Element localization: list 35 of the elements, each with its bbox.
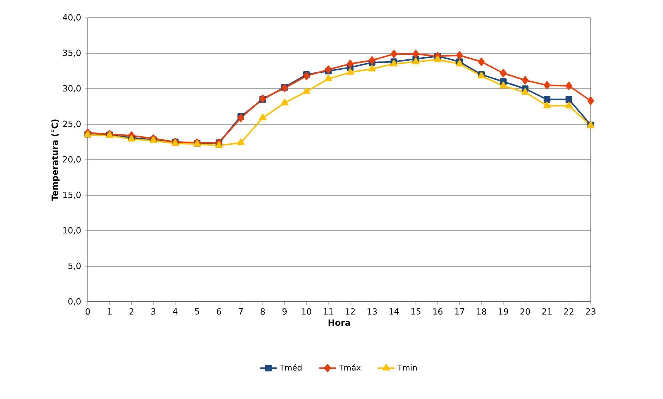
x-tick-label: 10 [302, 308, 312, 315]
y-axis-title: Temperatura (°C) [52, 120, 60, 201]
y-tick-label: 5,0 [68, 262, 81, 270]
x-tick-label: 13 [368, 308, 378, 315]
x-tick-label: 15 [412, 308, 421, 315]
x-tick-label: 6 [217, 308, 222, 315]
x-tick-label: 5 [195, 308, 200, 315]
x-tick-label: 8 [260, 308, 266, 315]
x-tick-label: 12 [346, 308, 355, 315]
x-tick-label: 16 [433, 308, 443, 315]
x-tick-label: 2 [130, 308, 134, 315]
x-tick-label: 22 [564, 308, 574, 315]
y-tick-label: 0,0 [68, 298, 81, 306]
x-tick-label: 19 [499, 308, 508, 315]
x-tick-label: 9 [282, 308, 287, 315]
x-tick-label: 3 [152, 308, 156, 315]
x-tick-label: 7 [239, 308, 244, 315]
y-tick-label: 25,0 [63, 120, 81, 128]
x-tick-label: 1 [108, 308, 112, 315]
y-tick-label: 30,0 [63, 85, 81, 93]
y-tick-label: 40,0 [63, 14, 81, 22]
x-tick-label: 0 [86, 308, 90, 315]
x-tick-label: 14 [390, 308, 400, 315]
x-axis-title: Hora [328, 320, 350, 326]
x-tick-label: 23 [586, 308, 596, 315]
x-tick-label: 11 [324, 308, 334, 315]
y-tick-label: 20,0 [63, 156, 81, 164]
y-tick-label: 15,0 [64, 192, 81, 200]
y-tick-label: 10,0 [64, 227, 81, 235]
x-tick-label: 17 [455, 308, 464, 315]
x-tick-label: 4 [173, 308, 178, 315]
x-tick-label: 18 [477, 308, 486, 315]
x-tick-label: 20 [520, 308, 530, 315]
x-tick-label: 21 [542, 308, 552, 315]
y-tick-label: 35,0 [63, 50, 81, 58]
